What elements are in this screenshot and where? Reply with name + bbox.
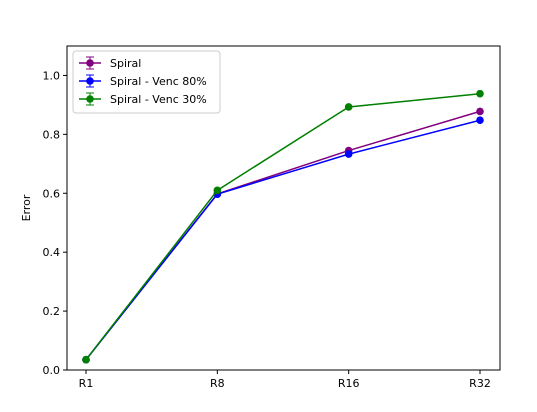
data-point: [476, 107, 484, 116]
legend-marker: [86, 77, 94, 85]
legend: Spiral Spiral - Venc 80% Spiral - Venc 30%: [72, 50, 221, 114]
series-spiral-venc-80: [82, 116, 484, 364]
legend-marker: [86, 59, 94, 67]
legend-box: [72, 50, 221, 114]
series-line: [85, 92, 481, 361]
data-point: [344, 150, 353, 158]
data-point: [476, 89, 484, 98]
series-spiral: [82, 107, 484, 364]
x-tick-label: R1: [79, 377, 94, 390]
data-point: [344, 103, 353, 111]
data-point: [213, 186, 222, 195]
y-tick-label: 0.6: [43, 187, 61, 200]
y-tick-label: 0.4: [43, 246, 61, 259]
legend-marker: [86, 95, 94, 103]
y-tick-label: 1.0: [43, 69, 61, 82]
plot-frame: [66, 45, 501, 371]
y-tick-label: 0.0: [43, 364, 61, 377]
series-spiral-venc-30: [82, 89, 484, 364]
legend-label: Spiral: [110, 57, 141, 70]
y-axis-label: Error: [20, 194, 33, 221]
series-line: [85, 119, 481, 361]
legend-label: Spiral - Venc 80%: [110, 75, 207, 88]
data-point: [476, 116, 484, 125]
x-tick-label: R16: [338, 377, 360, 390]
legend-label: Spiral - Venc 30%: [110, 93, 207, 106]
x-tick-label: R32: [469, 377, 491, 390]
x-tick-label: R8: [210, 377, 225, 390]
data-point: [82, 355, 90, 364]
y-tick-label: 0.2: [43, 305, 61, 318]
y-tick-label: 0.8: [43, 128, 61, 141]
